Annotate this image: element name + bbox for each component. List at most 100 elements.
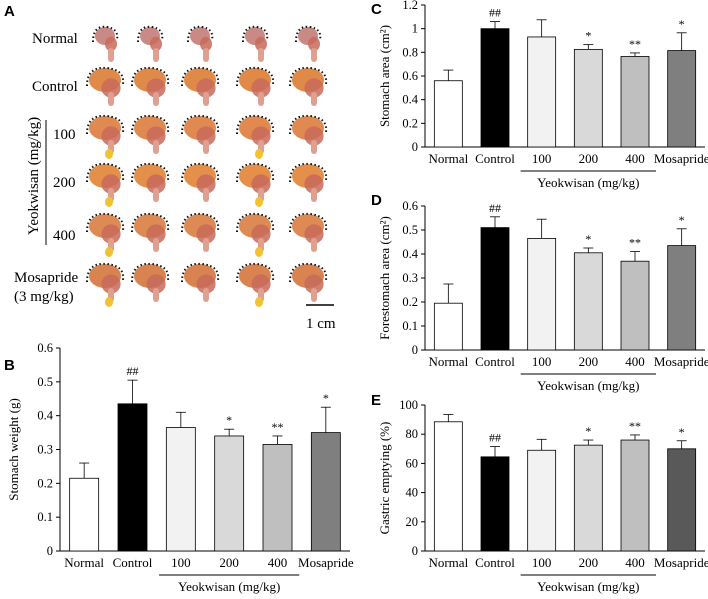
y-tick-label: 0.5 [402, 223, 418, 237]
row-label-dose: (3 mg/kg) [14, 289, 74, 305]
stomach-photo [131, 162, 170, 202]
panel-label: B [4, 357, 15, 374]
bar [117, 403, 148, 552]
x-category-label: 100 [532, 555, 552, 570]
group-label: Yeokwisan (mg/kg) [537, 175, 639, 190]
significance-mark: * [585, 29, 591, 43]
y-axis-label: Forestomach area (cm²) [377, 216, 392, 340]
y-tick-label: 100 [399, 398, 418, 412]
significance-mark: ## [127, 364, 139, 378]
stomach-photo [131, 262, 170, 302]
bar [433, 302, 463, 351]
y-tick-label: 0.6 [402, 199, 418, 213]
x-category-label: Normal [64, 555, 104, 570]
y-tick-label: 0 [412, 343, 418, 357]
significance-mark: * [679, 425, 685, 439]
bar [573, 444, 603, 552]
bar [527, 449, 557, 552]
row-group-label: Yeokwisan (mg/kg) [26, 117, 42, 235]
x-category-label: 200 [579, 354, 599, 369]
y-tick-label: 0 [412, 140, 418, 154]
panel-a-label: A [4, 3, 15, 20]
significance-mark: * [585, 232, 591, 246]
significance-mark: * [679, 213, 685, 227]
stomach-photo [289, 162, 328, 202]
stomach-photo [236, 162, 275, 207]
y-axis-label: Stomach area (cm²) [377, 25, 392, 127]
x-category-label: 200 [219, 555, 239, 570]
x-category-label: Mosapride [654, 354, 708, 369]
row-label-mosapride: Mosapride [14, 270, 78, 286]
stomach-photo [137, 25, 164, 62]
forestomach-outline [242, 25, 269, 43]
stomach-photo [181, 212, 220, 252]
row-label-normal: Normal [32, 31, 78, 47]
bar [433, 80, 463, 148]
y-tick-label: 0.2 [402, 116, 418, 130]
bar [165, 427, 196, 552]
forestomach-outline [295, 25, 322, 43]
group-label: Yeokwisan (mg/kg) [537, 579, 639, 594]
x-category-label: Normal [428, 555, 468, 570]
bar [480, 227, 510, 351]
y-tick-label: 1 [412, 22, 418, 36]
stomach-photo [181, 262, 220, 302]
y-tick-label: 0.4 [402, 93, 418, 107]
x-category-label: 100 [532, 354, 552, 369]
stomach-photo [86, 262, 125, 307]
chart-d: D 0 0.1 0.2 0.3 0.4 0.5 0.6 Forestomach area (cm… [371, 192, 708, 393]
x-category-label: Control [475, 151, 515, 166]
charts: B 0 0.1 0.2 0.3 0.4 0.5 0.6 Stomach weight (g) No… [4, 0, 708, 594]
x-category-label: Mosapride [654, 151, 708, 166]
y-tick-label: 80 [406, 427, 419, 441]
forestomach-outline [187, 25, 214, 43]
bar [573, 252, 603, 351]
significance-mark: * [679, 17, 685, 31]
x-category-label: Normal [428, 151, 468, 166]
group-label: Yeokwisan (mg/kg) [537, 378, 639, 393]
x-category-label: Control [475, 555, 515, 570]
stomach-photo [86, 66, 125, 106]
x-category-label: Control [113, 555, 153, 570]
bar [310, 432, 341, 552]
stomach-photo [181, 66, 220, 106]
stomach-photo [86, 114, 125, 159]
y-tick-label: 0.1 [37, 510, 53, 524]
y-tick-label: 0 [47, 544, 53, 558]
row-label-100: 100 [53, 127, 76, 143]
row-label-400: 400 [53, 228, 76, 244]
group-label: Yeokwisan (mg/kg) [178, 579, 280, 594]
y-tick-label: 0.1 [402, 319, 418, 333]
y-tick-label: 0.3 [402, 271, 418, 285]
y-tick-label: 60 [406, 456, 419, 470]
panel-label: E [371, 392, 381, 409]
row-label-control: Control [32, 79, 78, 95]
x-category-label: 100 [171, 555, 191, 570]
stomach-photo [92, 25, 119, 62]
stomach-photo [289, 66, 328, 106]
panel-label: D [371, 192, 382, 209]
forestomach-outline [92, 25, 119, 43]
bar [667, 245, 697, 351]
stomach-photo [236, 212, 275, 257]
x-category-label: 100 [532, 151, 552, 166]
stomach-photo [181, 162, 220, 202]
bar [667, 448, 697, 552]
y-tick-label: 0.3 [37, 443, 53, 457]
significance-mark: ## [489, 201, 501, 215]
bar [480, 28, 510, 148]
y-tick-label: 0.8 [402, 45, 418, 59]
bar [433, 421, 463, 552]
stomach-photo [289, 114, 328, 154]
y-tick-label: 0.2 [402, 295, 418, 309]
bar [262, 444, 293, 552]
stomach-photo [131, 66, 170, 106]
stomach-photo [289, 212, 328, 252]
stomach-photo [181, 114, 220, 154]
row-label-200: 200 [53, 175, 76, 191]
y-tick-label: 0 [412, 544, 418, 558]
y-tick-label: 0.5 [37, 375, 53, 389]
x-category-label: 200 [579, 555, 599, 570]
y-tick-label: 0.2 [37, 476, 53, 490]
